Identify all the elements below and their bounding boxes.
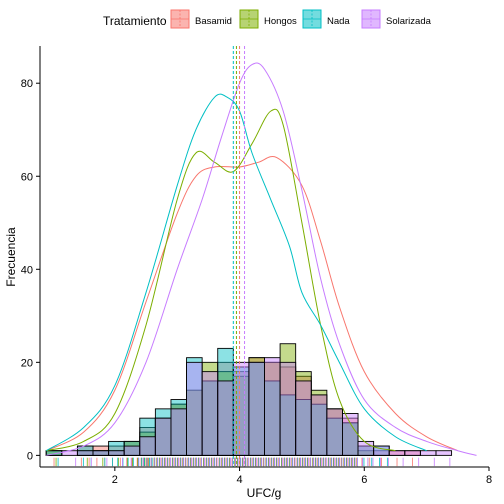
y-axis-label: Frecuencia [4, 227, 18, 287]
histogram-bars [45, 343, 453, 456]
bar-solarizada [419, 450, 437, 456]
bar-solarizada [357, 440, 375, 456]
density-curves [45, 62, 477, 456]
y-tick-label: 80 [21, 78, 33, 90]
bar-solarizada [264, 357, 281, 456]
bar-solarizada [217, 380, 234, 456]
bar-solarizada [326, 408, 343, 456]
bar-solarizada [435, 450, 453, 456]
bar-solarizada [92, 450, 110, 456]
legend-item-solarizada: Solarizada [361, 9, 432, 29]
y-tick-label: 60 [21, 171, 33, 183]
bar-solarizada [342, 413, 359, 456]
bar-solarizada [404, 450, 421, 456]
density-solarizada [46, 62, 477, 456]
bar-solarizada [232, 361, 250, 456]
density-hongos [46, 108, 396, 452]
y-tick-label: 40 [21, 264, 33, 276]
bar-solarizada [248, 361, 265, 456]
bar-solarizada [154, 417, 172, 456]
bar-solarizada [279, 361, 297, 456]
rug-marks [53, 457, 451, 467]
x-axis-label: UFC/g [247, 486, 282, 500]
y-tick-label: 20 [21, 357, 33, 369]
y-tick-label: 0 [27, 450, 33, 462]
density-basamid [46, 156, 459, 452]
legend-item-hongos: Hongos [239, 9, 297, 29]
legend-item-basamid: Basamid [170, 9, 232, 29]
legend-item-nada: Nada [302, 9, 350, 29]
density-nada [45, 93, 427, 452]
legend-label: Hongos [264, 16, 297, 27]
bar-solarizada [201, 371, 219, 456]
legend-label: Nada [327, 16, 350, 27]
plot-area [45, 46, 477, 467]
legend: Tratamiento Basamid Hongos Nada Solarizada [103, 9, 432, 29]
bar-solarizada [186, 361, 203, 456]
legend-label: Solarizada [386, 16, 432, 27]
mean-lines [232, 46, 246, 467]
bar-solarizada [108, 450, 125, 456]
bar-solarizada [76, 450, 94, 456]
legend-title: Tratamiento [103, 14, 167, 28]
x-tick-label: 2 [112, 474, 118, 486]
bar-solarizada [139, 436, 156, 456]
bar-solarizada [123, 445, 141, 456]
bar-solarizada [310, 394, 328, 456]
bar-solarizada [295, 380, 312, 456]
x-tick-label: 6 [361, 474, 367, 486]
x-tick-label: 4 [236, 474, 242, 486]
bar-solarizada [388, 450, 406, 456]
legend-label: Basamid [195, 16, 232, 27]
bar-solarizada [170, 408, 187, 456]
x-tick-label: 8 [486, 474, 492, 486]
axes: 2 4 6 8 0 20 40 60 80 UFC/g Frecuencia [4, 46, 492, 500]
